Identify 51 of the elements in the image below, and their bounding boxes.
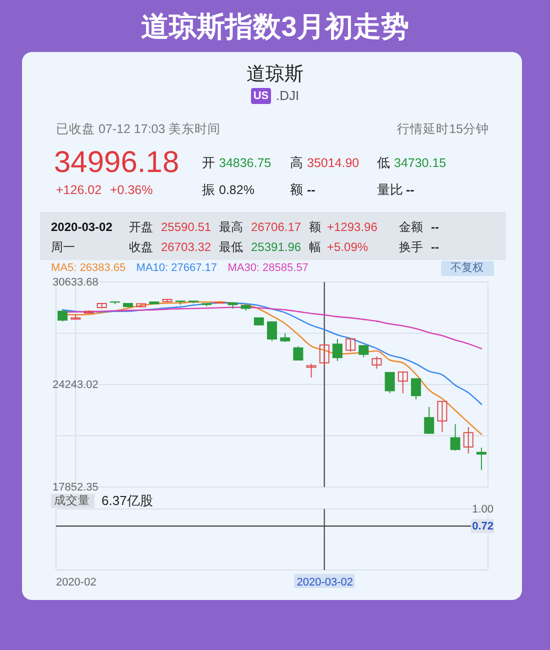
chart-title: 成交量 — [54, 493, 90, 507]
text: 26706.17 — [251, 220, 302, 234]
y-tick-label: 17852.35 — [52, 482, 98, 494]
text: MA30: 28585.57 — [228, 262, 308, 274]
text: 金额 — [399, 220, 423, 234]
text: US — [253, 90, 269, 102]
y-tick-label: 30633.68 — [52, 276, 98, 288]
text: 换手 — [399, 240, 423, 254]
text: 振 — [202, 182, 215, 197]
y-tick-label: 24243.02 — [52, 379, 98, 391]
text: +1293.96 — [327, 220, 378, 234]
text: .DJI — [276, 88, 300, 103]
text: 额 — [309, 220, 321, 234]
text: 高 — [290, 155, 303, 170]
text: 0.82% — [219, 183, 254, 197]
text: 34996.18 — [54, 146, 180, 179]
text: 额 — [290, 182, 303, 197]
text: 低 — [377, 155, 390, 170]
text: 幅 — [309, 240, 321, 254]
text: 开盘 — [129, 220, 153, 234]
text: 周一 — [51, 240, 75, 254]
text: -- — [406, 183, 414, 197]
text: MA5: 26383.65 — [51, 262, 126, 274]
text: 道琼斯 — [246, 63, 304, 85]
text: 收盘 — [129, 240, 153, 254]
text: 25391.96 — [251, 240, 302, 254]
text: 已收盘 07-12 17:03 美东时间 — [56, 121, 221, 136]
text: 最低 — [219, 240, 243, 254]
text: 道琼斯指数3月初走势 — [141, 11, 409, 42]
text: 34730.15 — [394, 156, 446, 170]
text: 量比 — [377, 182, 403, 197]
text: +5.09% — [327, 240, 368, 254]
text: +126.02 — [56, 183, 102, 197]
y-tick-label: 0.72 — [472, 520, 494, 533]
text: 26703.32 — [161, 240, 212, 254]
chart-subtitle: 6.37亿股 — [102, 493, 153, 508]
text: +0.36% — [110, 183, 153, 197]
text: 行情延时15分钟 — [397, 122, 489, 136]
text: -- — [431, 240, 439, 254]
text: 最高 — [219, 220, 243, 234]
x-tick-label: 2020-02 — [56, 576, 96, 588]
y-tick-label: 1.00 — [472, 504, 494, 516]
text: 35014.90 — [307, 156, 360, 170]
text: -- — [431, 220, 439, 234]
text: 开 — [202, 155, 215, 170]
text: -- — [307, 183, 316, 197]
text: 34836.75 — [219, 156, 272, 170]
text: 25590.51 — [161, 220, 212, 234]
text: 不复权 — [450, 262, 484, 274]
text: MA10: 27667.17 — [136, 262, 218, 274]
text: 2020-03-02 — [51, 220, 113, 234]
